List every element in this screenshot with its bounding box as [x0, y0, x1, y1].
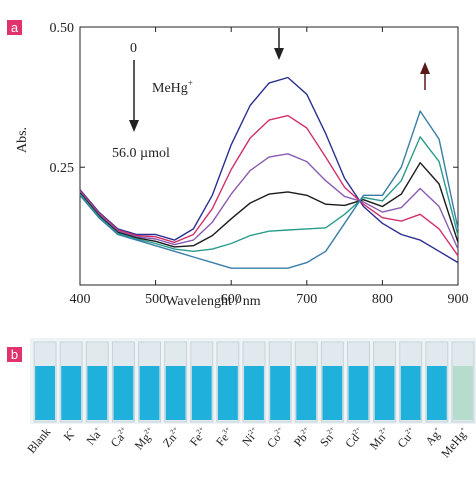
vial-solution [453, 366, 473, 420]
annotation-sup: + [188, 78, 193, 88]
plot-frame [79, 26, 459, 286]
arrow-head [420, 62, 430, 74]
vial-label-sup: 2+ [299, 425, 310, 436]
vial-label-sup: 2+ [116, 425, 127, 436]
vial-label: Fe3+ [213, 425, 236, 449]
vial-label-sup: 2+ [195, 425, 206, 436]
annotation: 56.0 µmol [112, 146, 170, 161]
annotation: 0 [130, 41, 137, 56]
panel-label: b [11, 347, 18, 362]
spectrum-line [79, 162, 459, 248]
y-tick-label: 0.50 [50, 21, 75, 36]
vial-solution [113, 366, 134, 420]
vial-label-sup: + [66, 425, 75, 433]
vial-solution [426, 366, 447, 420]
arrow-head [129, 120, 139, 132]
x-tick-label: 600 [221, 292, 242, 307]
x-tick-label: 700 [296, 292, 317, 307]
vial-label: Cu2+ [394, 425, 419, 450]
vial-label-sup: 2+ [247, 425, 258, 436]
vial-label-base: Cu [394, 431, 414, 451]
vial-label-base: Cd [342, 431, 362, 451]
vial-label: Ca2+ [108, 425, 132, 450]
panel-label: a [11, 20, 19, 35]
vial-solution [400, 366, 421, 420]
vial-label-sup: 2+ [377, 425, 388, 436]
vial-label: Sn2+ [317, 425, 341, 449]
vial-label: K+ [61, 425, 80, 444]
annotation: MeHg+ [152, 78, 193, 96]
vial-label: Pb2+ [291, 425, 315, 449]
x-axis-label: Wavelenght / nm [165, 294, 260, 309]
vial-solution [35, 366, 55, 420]
vial-label: Ag+ [422, 425, 445, 448]
panel-badge [7, 347, 22, 362]
spectrum-line [79, 114, 459, 257]
y-axis-label: Abs. [15, 127, 30, 153]
vial-label-sup: + [432, 425, 441, 433]
vial-label: Na+ [83, 425, 105, 448]
vial-label-sup: + [458, 425, 467, 433]
x-tick-label: 400 [70, 292, 91, 307]
vial-solution [165, 366, 186, 420]
vial-label: MeHg+ [438, 425, 471, 461]
vial-label-base: Blank [24, 425, 53, 456]
arrow-head [274, 48, 284, 60]
vial-solution [87, 366, 108, 420]
vial-solution [296, 366, 317, 420]
vial-label-sup: 2+ [403, 425, 414, 436]
vial-label-sup: 3+ [221, 425, 232, 436]
vial-solution [217, 366, 238, 420]
vial-label: Cd2+ [342, 425, 367, 450]
vial-label-base: Co [264, 431, 284, 451]
vial-label-sup: 2+ [168, 425, 179, 436]
vial-solution [348, 366, 369, 420]
vial-label: Ni2+ [239, 425, 262, 449]
vial-label: Mg2+ [132, 425, 158, 453]
vial-solution [270, 366, 291, 420]
vial-label: Mn2+ [367, 425, 393, 453]
panel-badge [7, 20, 22, 35]
vial-solution [139, 366, 160, 420]
vial-label-sup: 2+ [142, 425, 153, 436]
y-tick-label: 0.25 [50, 161, 75, 176]
vial-solution [244, 366, 264, 420]
x-tick-label: 500 [145, 292, 166, 307]
spectrum-line [79, 153, 459, 250]
vial-solution [374, 366, 395, 420]
annotation-base: MeHg [152, 81, 188, 96]
vial-label-sup: 2+ [325, 425, 336, 436]
spectrum-line [79, 136, 459, 252]
vial-solution [191, 366, 212, 420]
spectrum-line [79, 110, 459, 269]
vial-label: Zn2+ [160, 425, 184, 450]
vial-label-sup: 2+ [351, 425, 362, 436]
vials [33, 341, 475, 423]
vial-solution [322, 366, 343, 420]
vial-label: Blank [24, 425, 53, 456]
vial-label-sup: + [92, 425, 101, 433]
vial-label: Fe2+ [187, 425, 210, 449]
vial-solution [61, 366, 82, 420]
vial-label-sup: 2+ [273, 425, 284, 436]
spectrum-line [79, 76, 459, 264]
x-tick-label: 900 [448, 292, 469, 307]
vial-label: Co2+ [264, 425, 289, 450]
x-tick-label: 800 [372, 292, 393, 307]
